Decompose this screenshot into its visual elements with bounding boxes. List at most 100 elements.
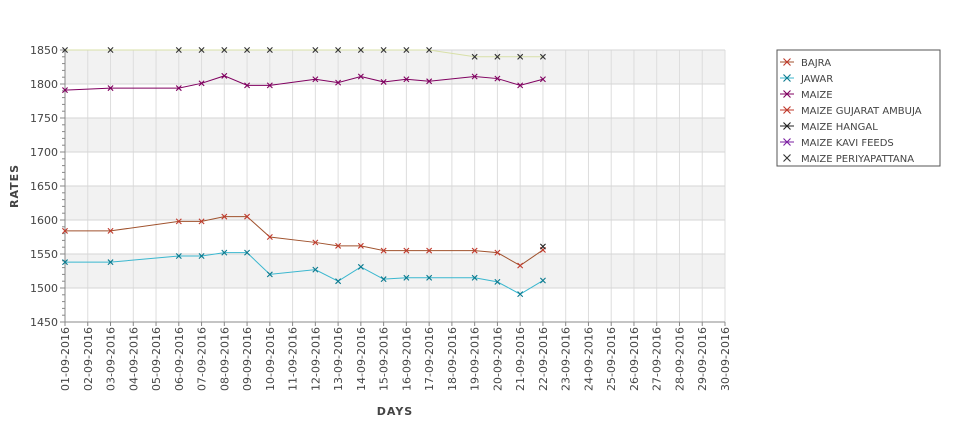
data-point-marker bbox=[335, 242, 342, 249]
y-tick-labels: 1450 1500 1550 1600 1650 1700 1750 1800 1850 bbox=[30, 44, 58, 329]
legend-marker-swatch bbox=[783, 58, 791, 66]
data-point-marker bbox=[403, 247, 410, 254]
data-point-marker bbox=[517, 291, 524, 298]
data-point-marker bbox=[175, 218, 182, 225]
data-point-marker bbox=[539, 243, 546, 250]
legend-item: BAJRA bbox=[780, 58, 831, 69]
legend-item: MAIZE bbox=[780, 90, 833, 101]
data-point-marker bbox=[62, 87, 68, 94]
data-point-marker bbox=[517, 82, 524, 89]
data-point-marker bbox=[539, 76, 546, 83]
data-point-marker bbox=[471, 73, 478, 80]
x-tick-label: 29-09-2016 bbox=[696, 327, 709, 391]
plot-band bbox=[65, 152, 725, 186]
x-tick-label: 27-09-2016 bbox=[651, 327, 664, 391]
x-tick-label: 25-09-2016 bbox=[605, 327, 618, 391]
legend-label: JAWAR bbox=[800, 74, 833, 85]
x-tick-label: 15-09-2016 bbox=[378, 327, 391, 391]
plot-band bbox=[65, 220, 725, 254]
data-point-marker bbox=[312, 47, 319, 53]
data-point-marker bbox=[380, 47, 387, 53]
y-tick-label: 1550 bbox=[30, 248, 58, 261]
data-point-marker bbox=[244, 213, 251, 220]
data-point-marker bbox=[221, 72, 228, 79]
data-point-marker bbox=[494, 75, 501, 82]
legend-marker-swatch bbox=[783, 154, 791, 162]
series-group bbox=[539, 243, 546, 250]
x-axis-title: DAYS bbox=[377, 405, 413, 418]
data-point-marker bbox=[517, 262, 524, 269]
data-point-marker bbox=[244, 47, 251, 53]
data-point-marker bbox=[198, 253, 205, 260]
data-point-marker bbox=[175, 253, 182, 260]
legend-marker-swatch bbox=[783, 74, 791, 82]
data-point-marker bbox=[62, 259, 68, 266]
x-tick-label: 13-09-2016 bbox=[332, 327, 345, 391]
data-point-marker bbox=[107, 227, 114, 234]
data-point-marker bbox=[175, 85, 182, 92]
x-tick-label: 20-09-2016 bbox=[491, 327, 504, 391]
x-tick-label: 09-09-2016 bbox=[241, 327, 254, 391]
x-tick-label: 03-09-2016 bbox=[105, 327, 118, 391]
series-group bbox=[62, 72, 546, 94]
y-tick-label: 1450 bbox=[30, 316, 58, 329]
y-tick-label: 1800 bbox=[30, 78, 58, 91]
legend-label: MAIZE HANGAL bbox=[801, 122, 878, 133]
x-tick-label: 08-09-2016 bbox=[218, 327, 231, 391]
data-point-marker bbox=[62, 227, 68, 234]
data-point-marker bbox=[539, 277, 546, 284]
legend-marker-swatch bbox=[783, 90, 791, 98]
plot-band bbox=[65, 84, 725, 118]
data-point-marker bbox=[221, 249, 228, 256]
data-point-marker bbox=[494, 53, 501, 60]
data-point-marker bbox=[426, 47, 433, 53]
data-point-marker bbox=[221, 213, 228, 220]
y-axis-title: RATES bbox=[8, 164, 21, 208]
x-tick-label: 05-09-2016 bbox=[150, 327, 163, 391]
legend-label: BAJRA bbox=[801, 58, 831, 69]
data-point-marker bbox=[62, 47, 68, 53]
x-tick-label: 04-09-2016 bbox=[127, 327, 140, 391]
data-point-marker bbox=[380, 276, 387, 283]
series-group bbox=[62, 213, 546, 269]
data-point-marker bbox=[539, 53, 546, 60]
plot-band bbox=[65, 186, 725, 220]
x-tick-label: 18-09-2016 bbox=[446, 327, 459, 391]
x-tick-label: 06-09-2016 bbox=[173, 327, 186, 391]
data-point-marker bbox=[380, 78, 387, 85]
data-point-marker bbox=[335, 47, 342, 53]
y-tick-label: 1500 bbox=[30, 282, 58, 295]
data-point-marker bbox=[471, 53, 478, 60]
series-layer bbox=[62, 47, 546, 298]
data-point-marker bbox=[244, 82, 251, 89]
y-tick-label: 1700 bbox=[30, 146, 58, 159]
x-tick-label: 28-09-2016 bbox=[673, 327, 686, 391]
data-point-marker bbox=[244, 249, 251, 256]
data-point-marker bbox=[266, 47, 273, 53]
x-tick-label: 14-09-2016 bbox=[355, 327, 368, 391]
plot-background bbox=[65, 50, 725, 322]
data-point-marker bbox=[107, 259, 114, 266]
legend-marker-swatch bbox=[783, 106, 791, 114]
data-point-marker bbox=[494, 249, 501, 256]
legend-marker-swatch bbox=[783, 138, 791, 146]
x-tick-label: 23-09-2016 bbox=[560, 327, 573, 391]
series-group bbox=[62, 47, 546, 60]
legend-label: MAIZE GUJARAT AMBUJA bbox=[801, 106, 922, 117]
x-tick-label: 19-09-2016 bbox=[469, 327, 482, 391]
x-tick-label: 01-09-2016 bbox=[59, 327, 72, 391]
data-point-marker bbox=[357, 242, 364, 249]
data-point-marker bbox=[107, 47, 114, 53]
plot-band bbox=[65, 254, 725, 288]
series-group bbox=[62, 249, 546, 298]
legend-label: MAIZE KAVI FEEDS bbox=[801, 138, 894, 149]
x-tick-label: 16-09-2016 bbox=[400, 327, 413, 391]
x-tick-label: 10-09-2016 bbox=[264, 327, 277, 391]
data-point-marker bbox=[471, 247, 478, 254]
x-tick-label: 12-09-2016 bbox=[309, 327, 322, 391]
x-tick-label: 21-09-2016 bbox=[514, 327, 527, 391]
legend-item: MAIZE PERIYAPATTANA bbox=[783, 154, 914, 165]
y-tick-label: 1750 bbox=[30, 112, 58, 125]
y-tick-label: 1850 bbox=[30, 44, 58, 57]
